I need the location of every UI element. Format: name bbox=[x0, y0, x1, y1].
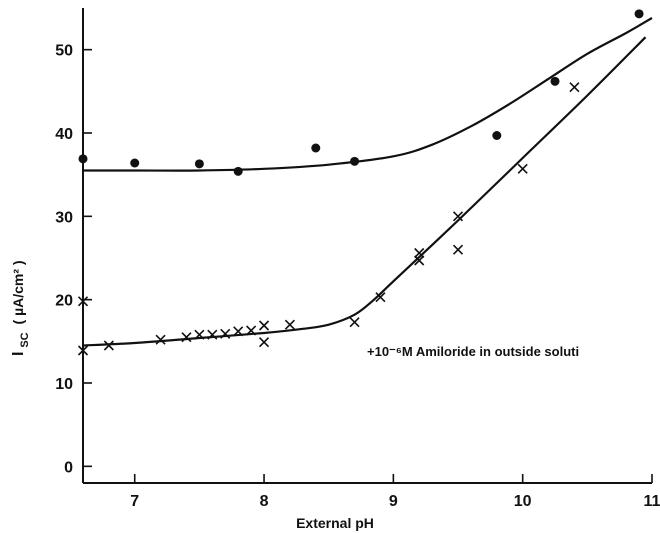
series-1-point-4 bbox=[181, 332, 192, 343]
fit-curves bbox=[82, 17, 653, 347]
series-1-point-6 bbox=[207, 329, 218, 340]
y-tick-label-3: 30 bbox=[55, 209, 73, 226]
series-0-point-6 bbox=[492, 131, 502, 140]
series-0-point-0 bbox=[78, 154, 88, 164]
series-1-point-1 bbox=[77, 345, 89, 356]
data-points bbox=[77, 9, 644, 356]
amiloride-annotation: +10⁻⁶M Amiloride in outside soluti bbox=[367, 344, 579, 359]
series-1-point-14 bbox=[375, 292, 386, 303]
y-tick-label-2: 20 bbox=[55, 293, 73, 310]
series-1-point-0 bbox=[77, 296, 89, 307]
series-0-point-4 bbox=[311, 143, 321, 153]
x-tick-label-1: 8 bbox=[260, 493, 269, 510]
ticks: 7 8 9 10 11 0 10 20 30 40 50 bbox=[55, 43, 660, 510]
series-1-fit-line bbox=[82, 36, 647, 347]
series-1-point-3 bbox=[155, 334, 166, 345]
y-axis-title: I SC ( µA/cm² ) bbox=[10, 260, 31, 356]
x-tick-label-2: 9 bbox=[389, 493, 398, 510]
y-axis-title-subscript: SC bbox=[19, 332, 31, 347]
series-0-point-7 bbox=[550, 76, 560, 86]
axes bbox=[82, 8, 652, 484]
y-axis-title-main: I bbox=[10, 352, 27, 356]
x-axis-title: External pH bbox=[296, 515, 374, 531]
series-1-point-20 bbox=[569, 82, 580, 93]
series-1-point-11 bbox=[258, 337, 270, 348]
series-1-point-18 bbox=[452, 244, 464, 255]
series-1-point-19 bbox=[517, 163, 528, 174]
x-tick-label-0: 7 bbox=[130, 493, 139, 510]
series-1-point-12 bbox=[284, 319, 295, 330]
y-tick-label-1: 10 bbox=[55, 376, 73, 393]
series-1-point-2 bbox=[103, 340, 114, 351]
series-1-point-10 bbox=[258, 320, 270, 331]
series-1-point-8 bbox=[233, 326, 244, 337]
series-0-point-8 bbox=[634, 9, 644, 19]
y-axis-title-units: ( µA/cm² ) bbox=[10, 260, 26, 324]
series-0-point-3 bbox=[233, 166, 243, 176]
y-tick-label-5: 50 bbox=[55, 43, 73, 60]
series-1-point-16 bbox=[414, 247, 425, 259]
svg-text:I SC ( µA/cm² ): I SC ( µA/cm² ) bbox=[10, 260, 31, 356]
series-1-point-17 bbox=[452, 211, 464, 222]
x-tick-label-3: 10 bbox=[514, 493, 532, 510]
series-0-point-2 bbox=[194, 159, 204, 169]
series-1-point-9 bbox=[246, 325, 257, 336]
y-tick-label-4: 40 bbox=[55, 126, 73, 143]
series-1-point-7 bbox=[220, 328, 231, 339]
series-1-point-15 bbox=[414, 255, 425, 266]
series-0-fit-line bbox=[82, 17, 653, 172]
series-1-point-13 bbox=[349, 317, 360, 328]
series-0-point-1 bbox=[130, 158, 140, 168]
x-tick-label-4: 11 bbox=[644, 493, 660, 510]
series-1-point-5 bbox=[194, 329, 205, 340]
series-0-point-5 bbox=[350, 156, 360, 166]
y-tick-label-0: 0 bbox=[64, 459, 73, 476]
